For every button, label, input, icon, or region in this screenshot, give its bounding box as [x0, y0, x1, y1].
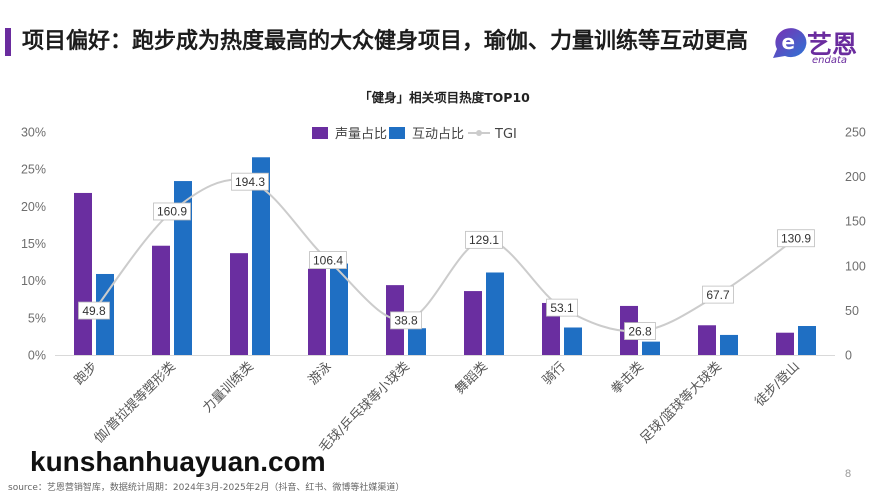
x-tick-label: 伽/普拉提等塑形类: [91, 359, 179, 447]
logo-name: 艺恩: [807, 30, 857, 59]
y-left-tick-label: 20%: [21, 200, 46, 214]
y-right-tick-label: 250: [845, 126, 866, 140]
tgi-label-box-4: [390, 311, 422, 330]
tgi-data-labels: 49.8 160.9 194.3 106.4 38.8 129.1 53.1 26.8 67.7…: [78, 172, 815, 340]
bar-volume-1: [152, 245, 170, 355]
bar-interaction-3: [330, 263, 348, 355]
source-note: source：艺恩营销智库，数据统计周期：2024年3月-2025年2月（抖音、…: [8, 483, 405, 493]
tgi-label-box-6: [546, 298, 578, 317]
legend-label-interaction: 互动占比: [412, 127, 464, 142]
x-tick-label: 骑行: [540, 359, 569, 388]
x-tick-label: 跑步: [72, 359, 101, 388]
y-left-tick-label: 30%: [21, 126, 46, 140]
bar-volume-0: [74, 192, 92, 355]
y-axis-right: 0 50 100 150 200 250: [845, 126, 866, 363]
bar-interaction-1: [174, 181, 192, 355]
tgi-label-box-3: [309, 251, 347, 269]
bar-interaction-4: [408, 328, 426, 355]
legend-marker-tgi: [476, 130, 482, 136]
bar-interaction-6: [564, 327, 582, 355]
chart-title: 「健身」相关项目热度TOP10: [359, 90, 530, 105]
tgi-data-label-5: 129.1: [469, 233, 499, 247]
y-left-tick-label: 5%: [28, 311, 46, 325]
bars: [74, 157, 816, 355]
tgi-data-label-9: 130.9: [781, 231, 811, 245]
tgi-data-label-0: 49.8: [82, 304, 106, 318]
legend-label-volume: 声量占比: [335, 127, 387, 142]
x-tick-label: 游泳: [306, 359, 335, 388]
legend-swatch-volume: [312, 127, 328, 139]
endata-e-icon: e: [773, 28, 807, 58]
x-tick-label: 舞蹈类: [453, 359, 491, 397]
y-right-tick-label: 50: [845, 304, 859, 318]
y-left-tick-label: 15%: [21, 237, 46, 251]
x-tick-label: 徒步/登山: [752, 359, 802, 409]
bar-interaction-2: [252, 157, 270, 355]
tgi-data-label-1: 160.9: [157, 205, 187, 219]
x-tick-label: 力量训练类: [200, 359, 257, 416]
x-tick-label: 足球/篮球等大球类: [637, 359, 725, 447]
bar-volume-8: [698, 325, 716, 355]
legend-label-tgi: TGI: [494, 127, 517, 142]
bar-volume-3: [308, 268, 326, 355]
tgi-data-label-4: 38.8: [394, 314, 418, 328]
tgi-label-box-0: [78, 301, 110, 320]
y-right-tick-label: 100: [845, 259, 866, 273]
legend-swatch-interaction: [389, 127, 405, 139]
tgi-label-box-8: [702, 285, 734, 304]
bar-volume-5: [464, 291, 482, 355]
bar-interaction-7: [642, 341, 660, 355]
y-right-tick-label: 150: [845, 215, 866, 229]
y-left-tick-label: 0%: [28, 349, 46, 363]
tgi-label-box-1: [153, 202, 191, 221]
watermark: kunshanhuayuan.com: [30, 446, 326, 477]
tgi-label-box-2: [231, 172, 269, 191]
legend: 声量占比 互动占比 TGI: [312, 127, 517, 142]
tgi-label-box-5: [465, 230, 503, 249]
bar-volume-9: [776, 332, 794, 355]
tgi-line: [93, 178, 797, 333]
title-accent-bar: [5, 28, 11, 56]
y-left-tick-label: 10%: [21, 274, 46, 288]
tgi-series: [91, 178, 799, 335]
bar-interaction-9: [798, 326, 816, 355]
bar-interaction-8: [720, 334, 738, 355]
logo-subtitle: endata: [812, 55, 847, 66]
bar-volume-2: [230, 253, 248, 355]
page-title: 项目偏好：跑步成为热度最高的大众健身项目，瑜伽、力量训练等互动更高: [22, 29, 749, 54]
x-tick-label: 拳击类: [608, 359, 647, 398]
tgi-data-label-3: 106.4: [313, 253, 343, 267]
y-right-tick-label: 200: [845, 170, 866, 184]
svg-text:e: e: [782, 30, 796, 54]
y-left-tick-label: 25%: [21, 163, 46, 177]
page-number: 8: [845, 468, 852, 480]
bar-interaction-5: [486, 272, 504, 355]
y-right-tick-label: 0: [845, 349, 852, 363]
tgi-data-label-2: 194.3: [235, 175, 265, 189]
tgi-label-box-7: [624, 322, 656, 340]
y-axis-left: 0% 5% 10% 15% 20% 25% 30%: [21, 126, 46, 363]
logo: e 艺恩 endata: [773, 28, 857, 66]
tgi-data-label-6: 53.1: [550, 301, 574, 315]
tgi-data-label-7: 26.8: [628, 324, 652, 338]
tgi-data-label-8: 67.7: [706, 288, 730, 302]
tgi-label-box-9: [777, 229, 815, 248]
